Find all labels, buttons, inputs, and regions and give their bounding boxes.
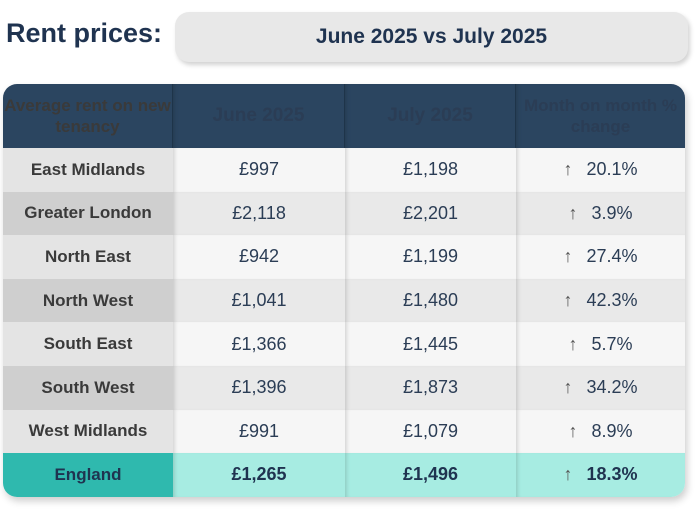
region-cell: South West (3, 365, 173, 410)
change-cell: ↑ 18.3% (516, 453, 685, 497)
change-value: 18.3% (586, 464, 638, 485)
june-cell: £1,041 (173, 278, 345, 323)
region-cell: East Midlands (3, 148, 173, 192)
header-july: July 2025 (345, 84, 516, 148)
header-region: Average rent on new tenancy (3, 84, 173, 148)
region-cell: England (3, 453, 173, 497)
arrow-up-icon: ↑ (568, 202, 578, 223)
change-value: 3.9% (591, 202, 633, 223)
table-row: South East £1,366 £1,445 ↑ 5.7% (3, 322, 685, 366)
table-row: South West £1,396 £1,873 ↑ 34.2% (3, 365, 685, 410)
table-row: East Midlands £997 £1,198 ↑ 20.1% (3, 148, 685, 192)
july-cell: £1,198 (345, 148, 516, 192)
june-cell: £2,118 (173, 191, 345, 236)
change-cell: ↑ 34.2% (516, 365, 685, 410)
arrow-up-icon: ↑ (563, 377, 573, 398)
region-cell: North East (3, 235, 173, 279)
change-cell: ↑ 5.7% (516, 322, 685, 366)
june-cell: £1,265 (173, 453, 345, 497)
arrow-up-icon: ↑ (568, 420, 578, 441)
change-cell: ↑ 3.9% (516, 191, 685, 236)
july-cell: £1,445 (345, 322, 516, 366)
june-cell: £942 (173, 235, 345, 279)
july-cell: £2,201 (345, 191, 516, 236)
change-cell: ↑ 8.9% (516, 409, 685, 454)
change-value: 34.2% (586, 377, 638, 398)
june-cell: £1,396 (173, 365, 345, 410)
period-label: June 2025 vs July 2025 (315, 25, 548, 48)
change-cell: ↑ 27.4% (516, 235, 685, 279)
june-cell: £991 (173, 409, 345, 454)
change-value: 8.9% (591, 420, 633, 441)
header-june: June 2025 (173, 84, 345, 148)
change-value: 42.3% (586, 290, 638, 311)
change-value: 27.4% (586, 246, 638, 267)
july-cell: £1,496 (345, 453, 516, 497)
rent-table: Average rent on new tenancy June 2025 Ju… (3, 84, 685, 497)
region-cell: Greater London (3, 191, 173, 236)
period-banner: June 2025 vs July 2025 (175, 12, 688, 62)
table-header: Average rent on new tenancy June 2025 Ju… (3, 84, 685, 148)
arrow-up-icon: ↑ (563, 159, 573, 180)
july-cell: £1,079 (345, 409, 516, 454)
arrow-up-icon: ↑ (563, 246, 573, 267)
arrow-up-icon: ↑ (563, 464, 573, 485)
july-cell: £1,873 (345, 365, 516, 410)
change-cell: ↑ 20.1% (516, 148, 685, 192)
header-change: Month on month % change (516, 84, 685, 148)
june-cell: £1,366 (173, 322, 345, 366)
change-cell: ↑ 42.3% (516, 278, 685, 323)
table-row: Greater London £2,118 £2,201 ↑ 3.9% (3, 191, 685, 236)
table-row: North East £942 £1,199 ↑ 27.4% (3, 235, 685, 279)
region-cell: West Midlands (3, 409, 173, 454)
table-row-total: England £1,265 £1,496 ↑ 18.3% (3, 453, 685, 497)
july-cell: £1,199 (345, 235, 516, 279)
region-cell: North West (3, 278, 173, 323)
table-row: West Midlands £991 £1,079 ↑ 8.9% (3, 409, 685, 454)
arrow-up-icon: ↑ (563, 290, 573, 311)
region-cell: South East (3, 322, 173, 366)
table-row: North West £1,041 £1,480 ↑ 42.3% (3, 278, 685, 323)
june-cell: £997 (173, 148, 345, 192)
arrow-up-icon: ↑ (568, 333, 578, 354)
change-value: 20.1% (586, 159, 638, 180)
july-cell: £1,480 (345, 278, 516, 323)
page-title: Rent prices: (6, 18, 163, 48)
change-value: 5.7% (591, 333, 633, 354)
